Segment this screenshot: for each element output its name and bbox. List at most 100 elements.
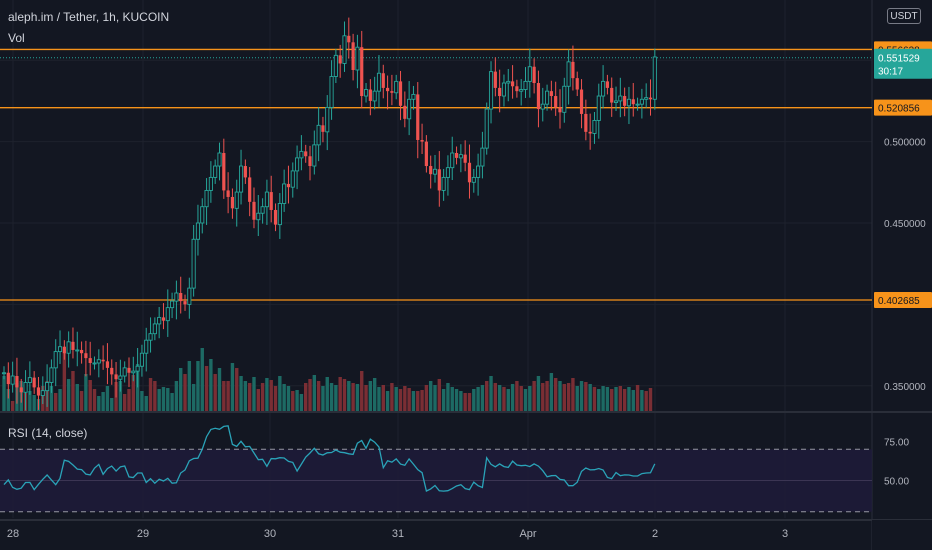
candle-body <box>363 89 369 97</box>
volume-bar <box>597 389 601 411</box>
candle-body <box>269 192 273 210</box>
candle-body <box>498 87 502 97</box>
volume-bar <box>273 386 278 411</box>
rsi-tick-label: 75.00 <box>884 437 909 448</box>
candle-body <box>165 307 170 322</box>
candle-body <box>458 154 463 159</box>
volume-bar <box>131 375 135 411</box>
volume-bar <box>191 384 196 411</box>
candle-body <box>312 144 317 167</box>
volume-bar <box>424 385 429 411</box>
volume-bar <box>364 385 368 411</box>
volume-bar <box>230 363 235 411</box>
volume-bar <box>204 366 209 411</box>
candle-body <box>588 131 592 134</box>
volume-bar <box>489 376 493 411</box>
volume-bar <box>618 386 623 411</box>
candle-body <box>114 374 118 380</box>
volume-bar <box>127 389 131 411</box>
price-tick-label: 0.350000 <box>884 382 926 393</box>
volume-bar <box>398 389 403 411</box>
currency-selector-button[interactable]: USDT <box>887 8 921 24</box>
volume-bar <box>372 378 377 411</box>
volume-bar <box>528 386 532 411</box>
candle-body <box>411 93 416 100</box>
candle-body <box>562 85 567 113</box>
rsi-tick-label: 50.00 <box>884 477 909 488</box>
candle-body <box>183 301 187 305</box>
volume-bar <box>282 384 286 411</box>
level-badge-label-background <box>874 99 932 116</box>
time-axis-tick-label: 29 <box>137 528 149 540</box>
candle-body <box>432 168 438 175</box>
volume-bar <box>377 387 381 411</box>
candle-body <box>571 61 575 79</box>
volume-legend-label[interactable]: Vol <box>8 31 25 45</box>
candle-body <box>437 169 441 191</box>
volume-bar <box>101 392 105 411</box>
time-axis-tick-label: 2 <box>652 528 658 540</box>
volume-bar <box>122 394 127 411</box>
volume-bar <box>170 393 174 411</box>
candle-body <box>398 81 403 106</box>
candle-body <box>355 46 360 71</box>
chart-symbol-title[interactable]: aleph.im / Tether, 1h, KUCOIN <box>8 10 170 24</box>
candle-body <box>282 183 287 204</box>
volume-bar <box>601 386 605 411</box>
candle-body <box>333 54 338 77</box>
candle-body <box>329 76 334 108</box>
volume-bar <box>360 371 364 411</box>
candle-body <box>161 317 166 321</box>
candle-body <box>372 90 377 102</box>
rsi-legend-label[interactable]: RSI (14, close) <box>8 426 88 440</box>
candle-body <box>234 191 239 209</box>
candle-body <box>347 35 351 43</box>
candle-body <box>523 80 528 90</box>
candle-body <box>376 72 382 92</box>
candle-body <box>243 166 247 178</box>
volume-bar <box>584 382 588 411</box>
candle-body <box>264 191 269 208</box>
candle-body <box>19 387 23 393</box>
candle-body <box>187 287 192 305</box>
volume-bar <box>394 387 398 411</box>
volume-bar <box>79 391 84 411</box>
candle-body <box>549 91 553 97</box>
candle-body <box>501 82 507 97</box>
candle-body <box>610 87 614 103</box>
volume-bar <box>644 391 648 411</box>
volume-bar <box>110 398 114 411</box>
candle-body <box>424 141 428 167</box>
volume-bar <box>243 381 248 411</box>
volume-bar <box>222 381 226 411</box>
candle-body <box>545 90 550 105</box>
candle-body <box>575 78 579 90</box>
candle-body <box>394 80 399 94</box>
volume-bar <box>316 381 321 411</box>
candle-body <box>342 35 347 64</box>
volume-bar <box>235 368 239 411</box>
candle-body <box>635 103 640 106</box>
candle-body <box>15 376 19 388</box>
candle-body <box>277 203 282 226</box>
volume-bar <box>605 387 610 411</box>
volume-bar <box>614 387 618 411</box>
candle-body <box>127 367 131 373</box>
candle-body <box>441 176 446 191</box>
volume-bar <box>545 381 549 411</box>
candle-body <box>338 55 342 64</box>
volume-bar <box>446 383 450 411</box>
volume-bar <box>635 385 640 411</box>
volume-bar <box>66 379 71 411</box>
candle-body <box>10 375 15 385</box>
volume-bar <box>321 386 325 411</box>
candle-body <box>152 323 157 335</box>
candle-body <box>316 124 321 146</box>
volume-bar <box>71 371 75 411</box>
volume-bar <box>536 376 541 411</box>
volume-bar <box>493 383 498 411</box>
candle-body <box>463 154 467 163</box>
volume-bar <box>355 384 360 411</box>
candle-body <box>57 346 63 353</box>
